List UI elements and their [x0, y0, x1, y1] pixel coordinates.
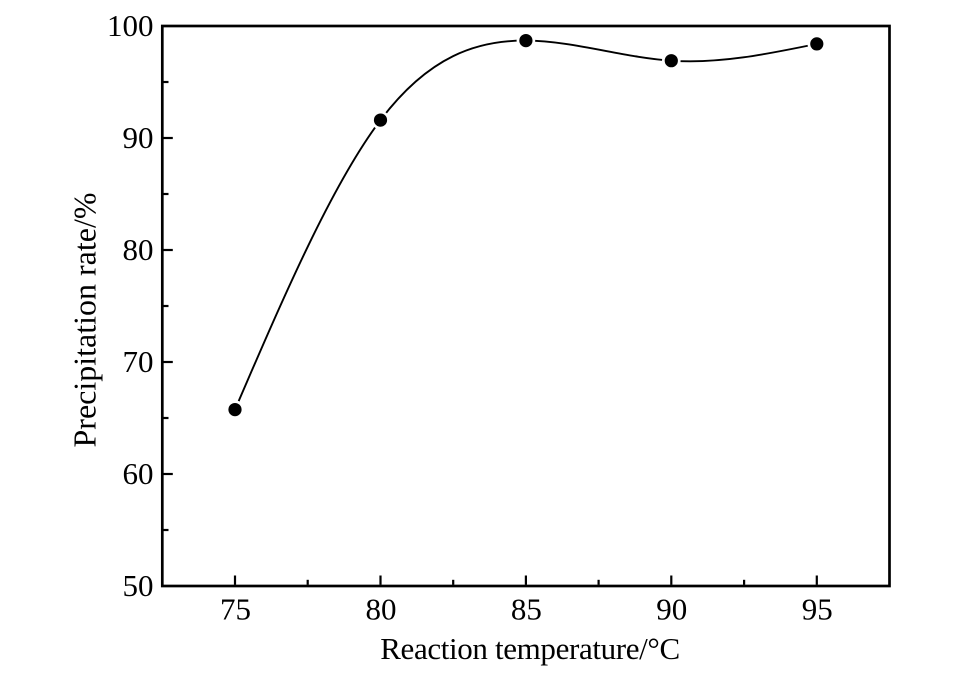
svg-text:50: 50 [123, 568, 154, 603]
svg-text:70: 70 [123, 344, 154, 379]
svg-text:Reaction temperature/°C: Reaction temperature/°C [380, 631, 680, 666]
svg-text:80: 80 [123, 232, 154, 267]
svg-text:Precipitation rate/%: Precipitation rate/% [67, 192, 103, 447]
svg-text:80: 80 [366, 592, 397, 627]
svg-text:100: 100 [107, 8, 154, 43]
svg-text:90: 90 [656, 592, 687, 627]
svg-text:85: 85 [511, 592, 542, 627]
svg-text:75: 75 [220, 592, 251, 627]
svg-text:60: 60 [123, 456, 154, 491]
svg-text:90: 90 [123, 120, 154, 155]
svg-text:95: 95 [802, 592, 833, 627]
